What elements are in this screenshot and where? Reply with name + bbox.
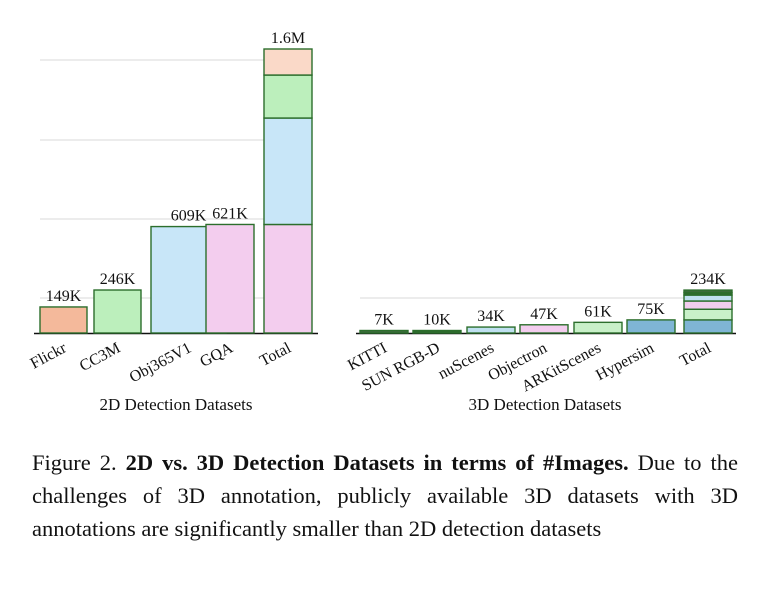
bar-3d-kitti xyxy=(359,329,409,334)
value-label-3d-sun-rgb-d: 10K xyxy=(423,312,451,329)
tick-label-2d-flickr: Flickr xyxy=(28,339,70,372)
value-label-3d-hypersim: 75K xyxy=(637,301,665,318)
value-label-3d-arkitscenes: 61K xyxy=(584,303,612,320)
axis-label-2d: 2D Detection Datasets xyxy=(100,395,253,414)
value-label-3d-total: 234K xyxy=(690,271,726,288)
value-label-3d-objectron: 47K xyxy=(530,306,558,323)
value-label-3d-nuscenes: 34K xyxy=(477,308,505,325)
tick-label-2d-gqa: GQA xyxy=(197,339,236,370)
bar-3d-total-segment-objectron xyxy=(683,300,733,310)
axis-label-3d: 3D Detection Datasets xyxy=(469,395,622,414)
bar-chart: 149K Flickr 246K CC3M 609K Obj365V1 621K GQA 1.6… xyxy=(28,30,736,414)
tick-label-3d-total: Total xyxy=(677,339,714,370)
value-label-3d-kitti: 7K xyxy=(374,312,394,329)
bar-2d-gqa xyxy=(205,223,255,334)
bar-3d-total-segment-arkitscenes xyxy=(683,308,733,321)
value-label-2d-cc3m: 246K xyxy=(100,271,136,288)
bar-2d-total-segment-flickr xyxy=(263,48,313,76)
tick-label-2d-obj365v1: Obj365V1 xyxy=(127,340,195,387)
bar-2d-total-segment-obj365v1 xyxy=(263,117,313,226)
value-label-2d-obj365v1: 609K xyxy=(171,208,207,225)
value-label-2d-flickr: 149K xyxy=(46,288,82,305)
caption-label: Figure 2. xyxy=(32,450,117,475)
bar-2d-flickr xyxy=(39,306,88,334)
tick-label-3d-nuscenes: nuScenes xyxy=(436,340,497,383)
tick-label-3d-hypersim: Hypersim xyxy=(593,339,657,384)
caption-title: 2D vs. 3D Detection Datasets in terms of… xyxy=(125,450,629,475)
bar-3d-hypersim xyxy=(626,319,676,334)
bar-2d-total-segment-cc3m xyxy=(263,74,313,119)
tick-label-2d-cc3m: CC3M xyxy=(77,340,123,375)
bar-2d-cc3m xyxy=(93,289,142,334)
bar-2d-total-segment-gqa xyxy=(263,223,313,334)
bar-3d-objectron xyxy=(519,324,569,334)
value-label-2d-gqa: 621K xyxy=(212,205,248,222)
bar-3d-total-segment-kitti xyxy=(683,289,733,294)
bar-3d-total-segment-nuscenes xyxy=(683,294,733,302)
tick-label-2d-total: Total xyxy=(257,339,294,370)
caption-text: Due to the challenges of 3D annotation, … xyxy=(32,450,739,541)
bar-3d-sun-rgb-d xyxy=(412,329,462,334)
figure: 149K Flickr 246K CC3M 609K Obj365V1 621K GQA 1.6… xyxy=(28,30,736,414)
figure-caption: Figure 2. 2D vs. 3D Detection Datasets i… xyxy=(32,446,738,545)
bar-3d-arkitscenes xyxy=(573,321,623,334)
bar-3d-nuscenes xyxy=(466,326,516,334)
bar-3d-total-segment-hypersim xyxy=(683,319,733,334)
value-label-2d-total: 1.6M xyxy=(271,30,305,47)
